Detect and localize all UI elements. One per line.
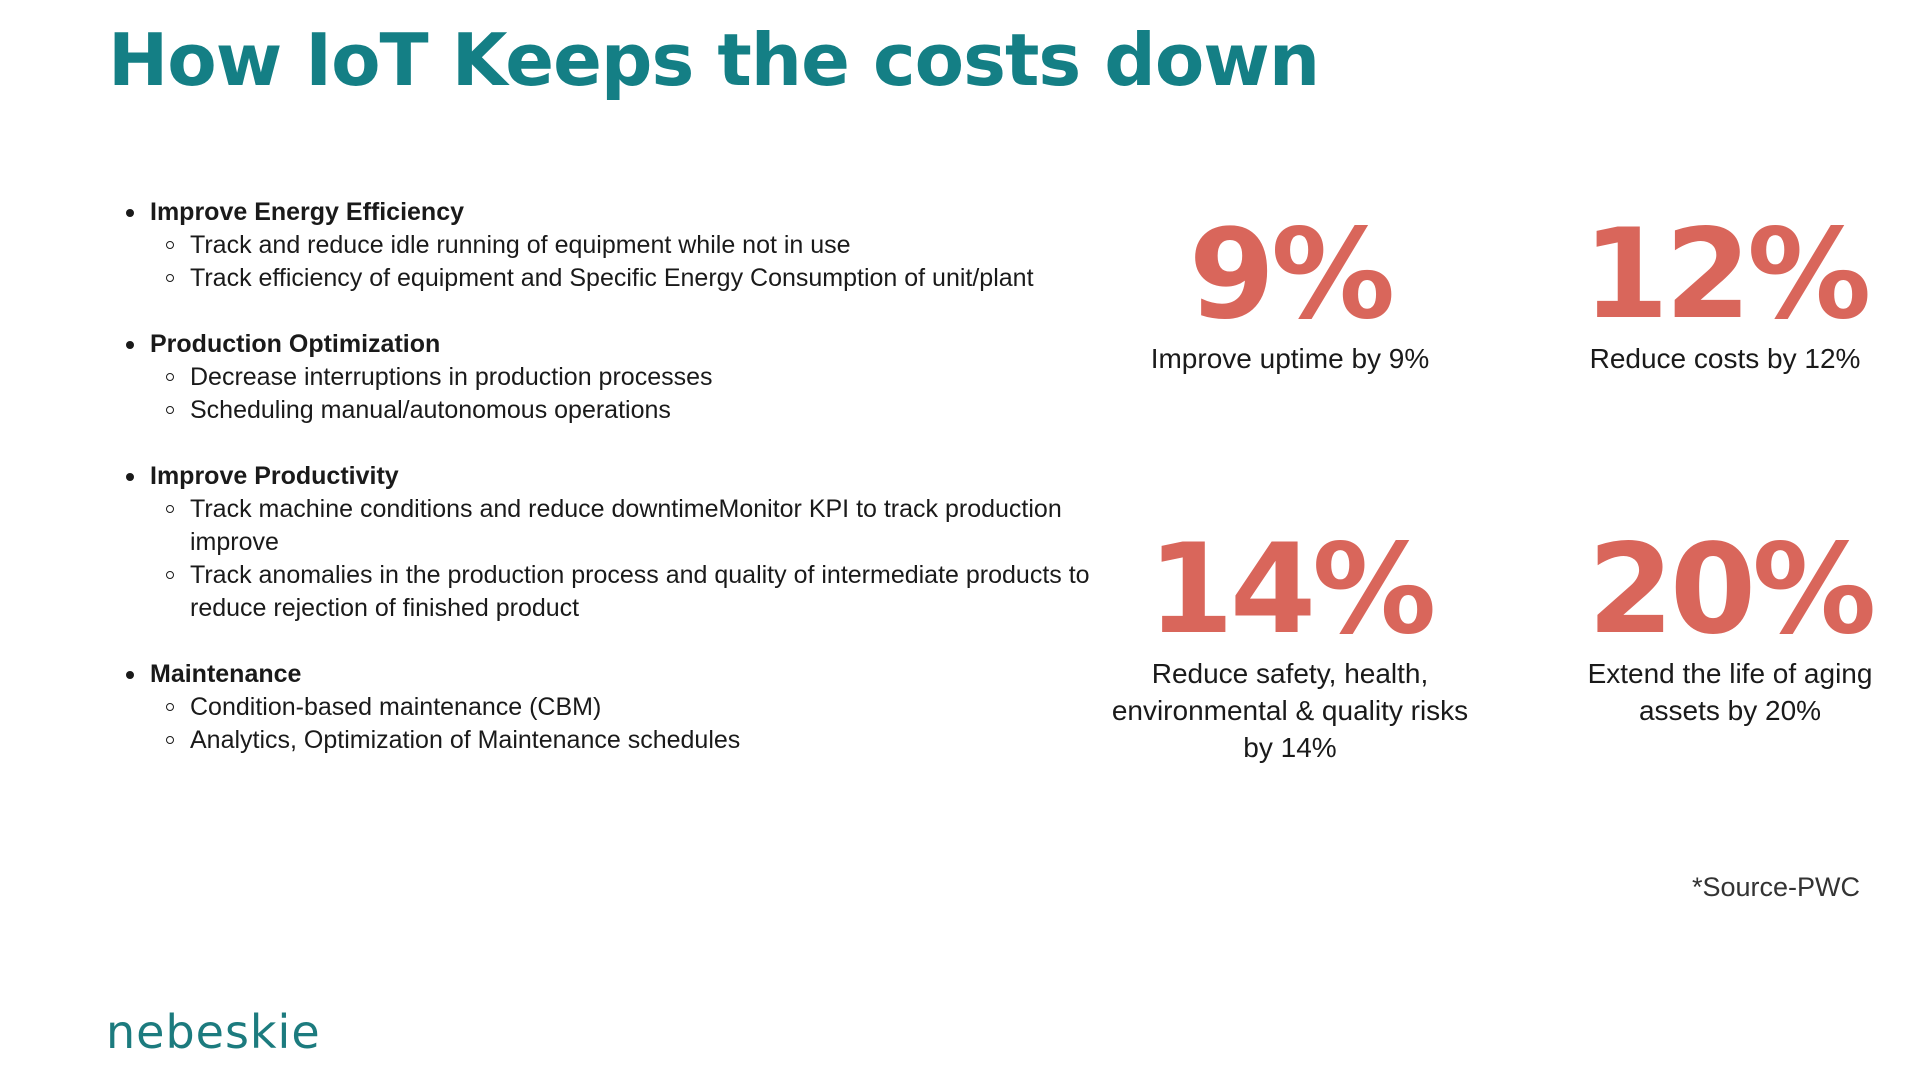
bullet-section: Production Optimization Decrease interru… bbox=[126, 328, 1106, 427]
sub-list: Decrease interruptions in production pro… bbox=[126, 361, 1106, 427]
stat-value: 12% bbox=[1582, 203, 1872, 347]
stat-assets: 20% Extend the life of aging assets by 2… bbox=[1565, 525, 1895, 729]
source-note: *Source-PWC bbox=[1691, 872, 1860, 902]
stat-value: 14% bbox=[1147, 518, 1437, 662]
sub-item: Decrease interruptions in production pro… bbox=[166, 361, 1106, 394]
stat-value: 9% bbox=[1188, 203, 1396, 347]
sub-list: Condition-based maintenance (CBM) Analyt… bbox=[126, 691, 1106, 757]
sub-item: Track and reduce idle running of equipme… bbox=[166, 229, 1106, 262]
sub-list: Track machine conditions and reduce down… bbox=[126, 493, 1106, 625]
sub-item: Scheduling manual/autonomous operations bbox=[166, 394, 1106, 427]
sub-item: Track efficiency of equipment and Specif… bbox=[166, 262, 1106, 295]
section-heading: Production Optimization bbox=[126, 328, 1106, 361]
bullet-section: Maintenance Condition-based maintenance … bbox=[126, 658, 1106, 757]
stat-label: Improve uptime by 9% bbox=[1150, 343, 1430, 374]
bullet-section: Improve Energy Efficiency Track and redu… bbox=[126, 196, 1106, 295]
sub-item: Track anomalies in the production proces… bbox=[166, 559, 1106, 625]
section-heading: Improve Energy Efficiency bbox=[126, 196, 1106, 229]
stat-label: Extend the life of aging assets by 20% bbox=[1587, 658, 1873, 726]
nebeskie-logo: nebeskie bbox=[106, 1005, 321, 1059]
sub-item: Track machine conditions and reduce down… bbox=[166, 493, 1106, 559]
section-heading: Maintenance bbox=[126, 658, 1106, 691]
stat-uptime: 9% Improve uptime by 9% bbox=[1130, 210, 1450, 377]
stat-costs: 12% Reduce costs by 12% bbox=[1560, 210, 1890, 377]
sub-list: Track and reduce idle running of equipme… bbox=[126, 229, 1106, 295]
stat-risks: 14% Reduce safety, health, environmental… bbox=[1100, 525, 1480, 766]
sub-item: Analytics, Optimization of Maintenance s… bbox=[166, 724, 1106, 757]
bullet-list: Improve Energy Efficiency Track and redu… bbox=[126, 196, 1106, 790]
stat-value: 20% bbox=[1587, 518, 1877, 662]
section-heading: Improve Productivity bbox=[126, 460, 1106, 493]
stat-label: Reduce safety, health, environmental & q… bbox=[1111, 658, 1469, 763]
page-title: How IoT Keeps the costs down bbox=[108, 18, 1320, 102]
stat-label: Reduce costs by 12% bbox=[1589, 343, 1861, 374]
bullet-section: Improve Productivity Track machine condi… bbox=[126, 460, 1106, 625]
sub-item: Condition-based maintenance (CBM) bbox=[166, 691, 1106, 724]
